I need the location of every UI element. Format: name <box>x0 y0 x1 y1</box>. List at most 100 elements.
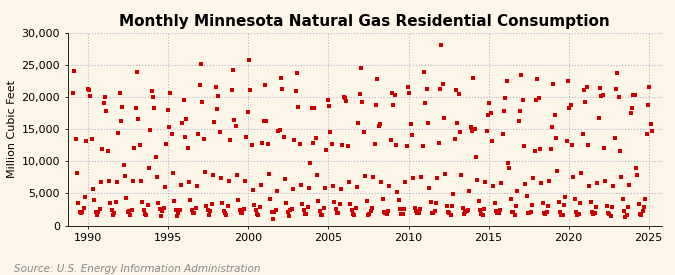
Point <box>240 179 250 183</box>
Point <box>640 196 651 201</box>
Point <box>124 209 134 213</box>
Point <box>159 206 169 210</box>
Point <box>352 185 362 189</box>
Point <box>346 208 357 212</box>
Point <box>331 207 342 211</box>
Point <box>207 202 217 207</box>
Point <box>452 120 462 125</box>
Point <box>209 119 220 124</box>
Point <box>512 189 522 194</box>
Point <box>615 149 626 154</box>
Point <box>111 180 122 184</box>
Point <box>328 184 339 188</box>
Point <box>310 135 321 140</box>
Point <box>558 213 568 217</box>
Point <box>335 187 346 191</box>
Point <box>202 208 213 212</box>
Point <box>97 146 108 151</box>
Point <box>138 208 149 212</box>
Point <box>121 196 132 200</box>
Point <box>456 173 466 177</box>
Point <box>377 197 388 201</box>
Point <box>126 208 137 213</box>
Point <box>219 211 230 216</box>
Point <box>329 199 340 204</box>
Point <box>259 119 269 123</box>
Point <box>85 94 96 98</box>
Point <box>145 127 156 132</box>
Point <box>173 211 184 215</box>
Point <box>148 95 159 100</box>
Point <box>632 173 643 178</box>
Point <box>77 210 88 214</box>
Point <box>233 198 244 202</box>
Point <box>593 116 604 120</box>
Point <box>185 198 196 202</box>
Point <box>102 149 113 153</box>
Point <box>495 208 506 213</box>
Point <box>204 213 215 217</box>
Point <box>321 147 332 152</box>
Point <box>517 98 528 102</box>
Point <box>348 212 358 216</box>
Point <box>223 178 234 183</box>
Point <box>100 95 111 100</box>
Point <box>152 175 163 179</box>
Point <box>643 103 653 108</box>
Point <box>516 73 526 78</box>
Point <box>506 210 517 214</box>
Point <box>469 127 480 131</box>
Point <box>297 202 308 206</box>
Point <box>432 176 443 180</box>
Point <box>312 173 323 177</box>
Point <box>278 134 289 139</box>
Point <box>540 212 551 216</box>
Point <box>137 200 148 204</box>
Point <box>350 206 361 210</box>
Point <box>423 120 433 125</box>
Point <box>293 105 304 109</box>
Point <box>443 210 454 214</box>
Point <box>217 201 227 206</box>
Point <box>556 213 567 217</box>
Point <box>275 76 286 81</box>
Point <box>192 183 202 188</box>
Point <box>298 208 309 212</box>
Point <box>468 76 479 80</box>
Point <box>279 177 290 182</box>
Point <box>134 143 145 147</box>
Point <box>376 180 387 185</box>
Point <box>406 133 417 137</box>
Point <box>268 216 279 221</box>
Point <box>543 204 554 208</box>
Point <box>248 188 259 192</box>
Point <box>599 146 610 150</box>
Point <box>541 210 552 214</box>
Point <box>580 100 591 104</box>
Point <box>630 166 641 170</box>
Point <box>645 122 656 126</box>
Point <box>420 101 431 106</box>
Point <box>570 210 581 214</box>
Point <box>402 85 413 89</box>
Point <box>324 103 335 108</box>
Point <box>568 175 578 179</box>
Point <box>644 85 655 89</box>
Point <box>405 122 416 126</box>
Point <box>155 207 165 211</box>
Point <box>226 87 237 92</box>
Text: Source: U.S. Energy Information Administration: Source: U.S. Energy Information Administ… <box>14 264 260 274</box>
Point <box>465 125 476 130</box>
Point <box>473 199 484 203</box>
Point <box>132 70 142 74</box>
Point <box>119 173 130 178</box>
Point <box>581 85 592 90</box>
Point <box>379 210 389 215</box>
Point <box>117 105 128 110</box>
Point <box>554 200 564 205</box>
Point <box>245 88 256 92</box>
Point <box>479 207 489 211</box>
Point <box>196 61 207 66</box>
Point <box>496 181 507 186</box>
Point <box>637 209 648 214</box>
